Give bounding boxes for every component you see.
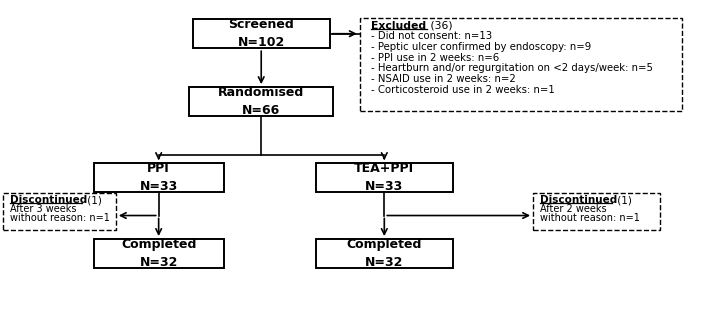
FancyBboxPatch shape xyxy=(361,18,682,111)
Text: (1): (1) xyxy=(84,195,101,205)
FancyBboxPatch shape xyxy=(193,19,330,48)
Text: TEA+PPI
N=33: TEA+PPI N=33 xyxy=(354,162,414,193)
Text: without reason: n=1: without reason: n=1 xyxy=(10,214,110,223)
Text: Excluded: Excluded xyxy=(371,21,426,31)
FancyBboxPatch shape xyxy=(189,87,333,116)
Text: PPI
N=33: PPI N=33 xyxy=(139,162,178,193)
Text: (1): (1) xyxy=(614,195,632,205)
Text: Discontinued: Discontinued xyxy=(540,195,617,205)
Text: Discontinued: Discontinued xyxy=(10,195,87,205)
Text: Completed
N=32: Completed N=32 xyxy=(121,238,196,269)
Text: - Peptic ulcer confirmed by endoscopy: n=9: - Peptic ulcer confirmed by endoscopy: n… xyxy=(371,42,591,52)
Text: Screened
N=102: Screened N=102 xyxy=(228,18,294,49)
FancyBboxPatch shape xyxy=(94,239,223,268)
Text: After 3 weeks: After 3 weeks xyxy=(10,204,76,215)
FancyBboxPatch shape xyxy=(3,193,116,230)
Text: Randomised
N=66: Randomised N=66 xyxy=(218,86,304,117)
Text: - Did not consent: n=13: - Did not consent: n=13 xyxy=(371,31,492,41)
FancyBboxPatch shape xyxy=(533,193,660,230)
Text: (36): (36) xyxy=(428,21,453,31)
Text: - Heartburn and/or regurgitation on <2 days/week: n=5: - Heartburn and/or regurgitation on <2 d… xyxy=(371,63,653,73)
FancyBboxPatch shape xyxy=(316,239,453,268)
Text: - NSAID use in 2 weeks: n=2: - NSAID use in 2 weeks: n=2 xyxy=(371,74,516,84)
Text: After 2 weeks: After 2 weeks xyxy=(540,204,606,215)
FancyBboxPatch shape xyxy=(94,163,223,192)
Text: without reason: n=1: without reason: n=1 xyxy=(540,214,640,223)
Text: - PPI use in 2 weeks: n=6: - PPI use in 2 weeks: n=6 xyxy=(371,52,499,63)
FancyBboxPatch shape xyxy=(316,163,453,192)
Text: - Corticosteroid use in 2 weeks: n=1: - Corticosteroid use in 2 weeks: n=1 xyxy=(371,85,554,95)
Text: Completed
N=32: Completed N=32 xyxy=(346,238,422,269)
